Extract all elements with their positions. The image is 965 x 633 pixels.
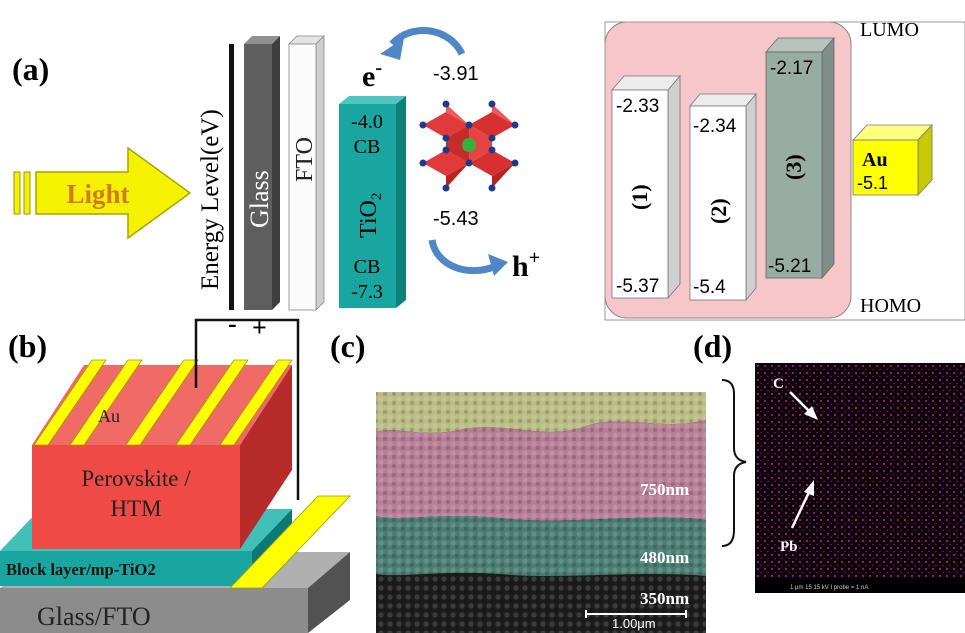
perovskite-crystal-icon	[419, 100, 519, 192]
homo-label: HOMO	[860, 295, 921, 317]
hole-arrow-head	[488, 254, 508, 276]
scale-bar-label: 1.00μm	[612, 616, 656, 631]
block-layer-label: Block layer/mp-TiO2	[6, 560, 156, 579]
panel-label-b: (b)	[8, 328, 47, 364]
brace-connector	[721, 379, 747, 547]
lumo-label: LUMO	[860, 19, 919, 41]
htm-2-homo: -5.4	[693, 277, 726, 298]
lead-arrow	[790, 489, 812, 529]
fto-label: FTO	[292, 137, 318, 182]
carbon-arrowhead	[804, 406, 818, 420]
perovskite-lumo-value: -3.91	[433, 63, 479, 85]
lead-arrowhead	[804, 480, 814, 496]
tio2-name: TiO2	[356, 193, 385, 238]
edx-map-image: 1 μm 15 15 kV I probe = 1 nA C Pb	[755, 363, 965, 593]
hole-symbol: h+	[512, 247, 540, 283]
htm-bar-3: -2.17 (3) -5.21	[765, 36, 835, 280]
edx-footer: 1 μm 15 15 kV I probe = 1 nA	[790, 585, 868, 591]
fto-bar: FTO	[288, 35, 325, 311]
glass-bar: Glass	[244, 36, 280, 310]
glass-fto-label: Glass/FTO	[37, 602, 151, 631]
wire-plus: +	[252, 313, 267, 342]
au-cube-value: -5.1	[857, 173, 888, 193]
fto-gold-contact	[229, 495, 351, 589]
light-arrow: Light	[13, 146, 192, 240]
carbon-label: C	[773, 376, 784, 392]
tio2-vb-label: CB	[354, 256, 381, 278]
au-electrode-stripes: Au	[33, 359, 293, 446]
htm-2-lumo: -2.34	[693, 116, 737, 137]
tio2-cb-label: CB	[354, 136, 381, 158]
tio2-cb-value: -4.0	[351, 111, 383, 133]
light-label: Light	[66, 179, 129, 209]
energy-axis-label: Energy Level(eV)	[197, 109, 224, 290]
htm-3-homo: -5.21	[768, 256, 811, 277]
tio2-bar: -4.0 CB TiO2 CB -7.3	[339, 96, 406, 308]
sem-cross-section-image: 1.00μm 750nm 480nm 350nm	[376, 392, 706, 633]
thickness-750: 750nm	[640, 480, 689, 499]
htm-2-label: (2)	[706, 198, 731, 224]
htm-1-label: (1)	[627, 184, 652, 210]
au-cube: Au -5.1	[852, 123, 933, 197]
htm-bar-1: -2.33 (1) -5.37	[611, 74, 681, 300]
htm-1-homo: -5.37	[616, 276, 659, 297]
htm-3-label: (3)	[781, 154, 806, 180]
circuit-wires: - +	[194, 309, 300, 500]
perovskite-label-line2: HTM	[110, 496, 161, 521]
htm-1-lumo: -2.33	[616, 96, 659, 117]
wire-minus: -	[228, 309, 237, 338]
thickness-350: 350nm	[640, 589, 689, 608]
perovskite-homo-value: -5.43	[433, 208, 479, 230]
panel-label-a: (a)	[12, 51, 49, 87]
htm-bar-2: -2.34 (2) -5.4	[689, 92, 757, 302]
hole-arrow	[428, 239, 498, 275]
htm-panel-frame	[604, 21, 965, 321]
electron-arrow	[389, 27, 466, 56]
au-stripe-label: Au	[98, 406, 120, 426]
panel-label-d: (d)	[693, 328, 732, 364]
thickness-480: 480nm	[640, 548, 689, 567]
lead-label: Pb	[780, 539, 798, 555]
au-cube-label: Au	[862, 149, 888, 171]
electron-arrow-head	[380, 38, 404, 60]
panel-label-c: (c)	[330, 328, 366, 364]
perovskite-label-line1: Perovskite /	[81, 466, 191, 491]
htm-3-lumo: -2.17	[770, 58, 813, 79]
electrode-line	[229, 44, 234, 310]
glass-label: Glass	[245, 170, 274, 228]
electron-symbol: e-	[362, 57, 382, 93]
tio2-vb-value: -7.3	[351, 281, 383, 303]
